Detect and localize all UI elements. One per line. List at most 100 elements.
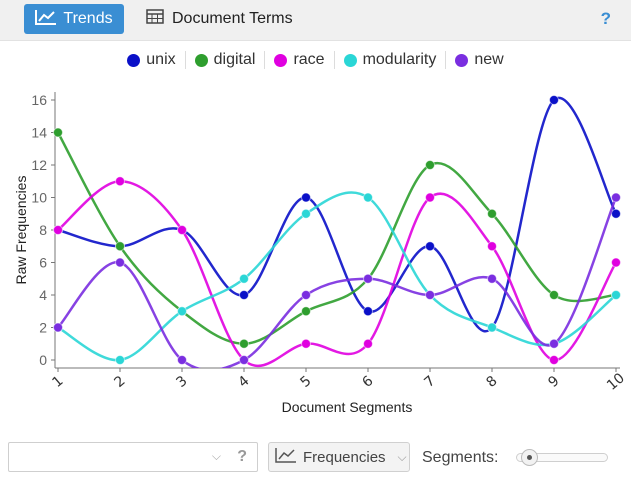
- segments-slider[interactable]: [516, 449, 608, 466]
- data-point-digital: [425, 160, 435, 170]
- data-point-new: [177, 355, 187, 365]
- segments-label: Segments:: [422, 449, 499, 466]
- data-point-new: [549, 338, 559, 349]
- frequencies-button[interactable]: Frequencies ⌵: [268, 442, 410, 472]
- data-point-race: [425, 192, 435, 203]
- legend-dot: [274, 53, 288, 67]
- data-point-race: [549, 355, 559, 365]
- data-point-digital: [487, 208, 497, 219]
- data-point-new: [239, 355, 249, 365]
- legend-label: new: [474, 51, 504, 68]
- y-tick-label: 16: [31, 92, 47, 108]
- data-point-unix: [425, 241, 435, 252]
- bottom-bar: ⌵ ? Frequencies ⌵ Segments:: [0, 438, 631, 478]
- search-help-icon[interactable]: ?: [237, 448, 247, 465]
- legend-item-race[interactable]: race: [264, 51, 333, 69]
- legend-dot: [127, 53, 141, 67]
- data-point-race: [177, 225, 187, 235]
- data-point-new: [363, 273, 373, 284]
- y-tick-label: 10: [31, 190, 47, 206]
- data-point-race: [363, 338, 373, 349]
- x-axis-title: Document Segments: [282, 399, 413, 415]
- series-line-digital: [56, 131, 617, 346]
- data-point-modularity: [487, 322, 497, 333]
- line-chart-icon: [35, 9, 57, 30]
- x-tick-label: 10: [604, 370, 628, 394]
- data-point-new: [301, 290, 311, 300]
- data-point-modularity: [301, 208, 311, 219]
- frequencies-label: Frequencies: [303, 448, 386, 466]
- y-tick-label: 2: [39, 320, 47, 336]
- data-point-new: [611, 192, 621, 203]
- tab-document-terms-label: Document Terms: [172, 10, 293, 27]
- data-point-digital: [115, 241, 125, 252]
- data-point-race: [301, 338, 311, 349]
- y-tick-label: 14: [31, 125, 47, 141]
- x-tick-label: 3: [173, 373, 190, 391]
- data-point-race: [53, 225, 63, 235]
- legend-label: race: [293, 51, 325, 68]
- data-point-digital: [239, 338, 249, 349]
- data-point-digital: [301, 306, 311, 317]
- legend-label: modularity: [362, 51, 437, 68]
- segments-slider-thumb[interactable]: [521, 449, 538, 466]
- data-point-unix: [301, 192, 311, 203]
- tab-document-terms[interactable]: Document Terms: [146, 4, 293, 34]
- series-line-new: [57, 197, 618, 368]
- x-tick-label: 9: [545, 373, 562, 391]
- data-point-unix: [363, 306, 373, 317]
- legend-dot: [194, 53, 208, 67]
- data-point-modularity: [177, 306, 187, 317]
- data-point-digital: [53, 127, 63, 138]
- chart-legend: unix digital race modularity new: [0, 48, 631, 72]
- data-point-unix: [611, 208, 621, 219]
- data-point-modularity: [363, 192, 373, 203]
- legend-item-digital[interactable]: digital: [184, 51, 265, 69]
- x-tick-label: 1: [49, 373, 66, 391]
- legend-item-new[interactable]: new: [445, 51, 512, 69]
- legend-dot: [455, 53, 469, 67]
- data-point-modularity: [239, 273, 249, 284]
- tab-trends-label: Trends: [63, 10, 113, 27]
- data-point-race: [611, 257, 621, 268]
- x-tick-label: 7: [421, 373, 438, 391]
- series-line-modularity: [57, 191, 617, 362]
- y-tick-label: 8: [39, 222, 47, 238]
- x-tick-label: 2: [111, 373, 128, 391]
- x-tick-label: 4: [235, 373, 252, 391]
- y-tick-label: 6: [39, 255, 47, 271]
- x-tick-label: 8: [483, 373, 500, 391]
- data-point-new: [425, 290, 435, 300]
- data-point-new: [53, 322, 63, 333]
- legend-dot: [343, 53, 357, 67]
- series-line-race: [57, 179, 618, 368]
- legend-label: unix: [146, 51, 176, 68]
- tab-trends[interactable]: Trends: [24, 4, 124, 34]
- help-button[interactable]: ?: [600, 9, 611, 28]
- data-point-race: [115, 176, 125, 187]
- legend-label: digital: [213, 51, 256, 68]
- table-icon: [146, 9, 164, 29]
- data-point-modularity: [115, 355, 125, 365]
- series-line-unix: [57, 96, 618, 333]
- term-search-combo[interactable]: ⌵ ?: [8, 442, 258, 472]
- x-tick-label: 6: [359, 373, 376, 391]
- y-tick-label: 4: [39, 287, 47, 303]
- x-tick-label: 5: [297, 373, 314, 391]
- y-tick-label: 0: [39, 352, 47, 368]
- y-tick-label: 12: [31, 157, 47, 173]
- chevron-down-icon: ⌵: [397, 449, 407, 464]
- data-point-unix: [239, 290, 249, 300]
- toolbar: Trends Document Terms ?: [0, 0, 631, 41]
- data-point-new: [487, 273, 497, 284]
- data-point-digital: [549, 290, 559, 300]
- data-point-race: [487, 241, 497, 252]
- data-point-unix: [549, 95, 559, 105]
- legend-item-unix[interactable]: unix: [118, 51, 184, 69]
- data-point-modularity: [611, 290, 621, 300]
- y-axis-title: Raw Frequencies: [13, 176, 29, 285]
- chevron-down-icon[interactable]: ⌵: [211, 449, 221, 463]
- line-chart-icon: [275, 447, 297, 467]
- legend-item-modularity[interactable]: modularity: [333, 51, 446, 69]
